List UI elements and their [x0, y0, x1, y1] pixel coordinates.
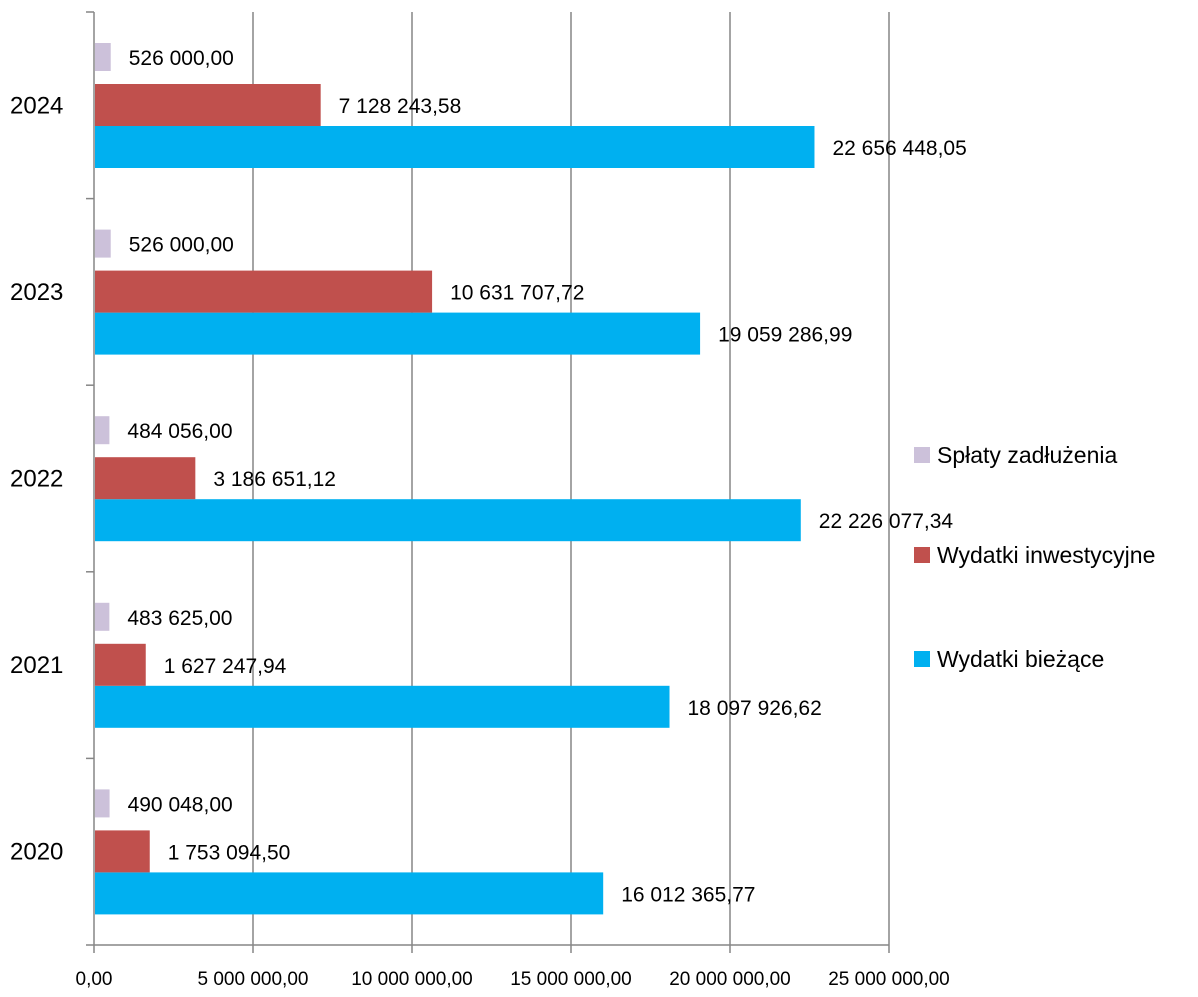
y-category-label: 2023 [10, 279, 63, 306]
data-labels: 16 012 365,77 1 753 094,50 490 048,00 18 09… [127, 47, 966, 906]
y-category-label: 2022 [10, 466, 63, 493]
x-tick-label: 15 000 000,00 [510, 969, 632, 990]
legend-entry: Spłaty zadłużenia [937, 442, 1117, 468]
y-category-label: 2024 [10, 92, 63, 119]
data-label: 7 128 243,58 [339, 95, 462, 118]
bar [95, 43, 111, 71]
legend: Spłaty zadłużenia Wydatki inwestycyjne Wyd… [914, 442, 1155, 672]
bar [95, 84, 321, 126]
legend-swatch [914, 547, 930, 563]
x-tick-label: 0,00 [76, 969, 113, 990]
bar [95, 126, 815, 168]
data-label: 22 656 448,05 [832, 137, 966, 160]
data-label: 1 627 247,94 [164, 655, 287, 678]
data-label: 526 000,00 [129, 47, 234, 70]
y-category-label: 2021 [10, 652, 63, 679]
legend-entry: Wydatki bieżące [937, 646, 1104, 672]
bar [95, 312, 701, 355]
bar [95, 602, 110, 631]
bars [95, 43, 815, 915]
bar [95, 416, 110, 445]
data-label: 490 048,00 [128, 793, 233, 816]
x-tick-label: 25 000 000,00 [828, 969, 950, 990]
legend-entry: Wydatki inwestycyjne [937, 542, 1155, 568]
x-tick-label: 10 000 000,00 [351, 969, 473, 990]
data-label: 1 753 094,50 [168, 841, 291, 864]
data-label: 16 012 365,77 [621, 883, 755, 906]
bar [95, 830, 150, 873]
data-label: 484 056,00 [127, 420, 232, 443]
axes: 0,00 5 000 000,00 10 000 000,00 15 000 000,… [10, 11, 950, 990]
x-tick-label: 20 000 000,00 [669, 969, 791, 990]
bar [95, 457, 196, 500]
data-label: 483 625,00 [127, 607, 232, 630]
data-label: 3 186 651,12 [213, 468, 336, 491]
y-category-label: 2020 [10, 839, 63, 866]
bar [95, 872, 604, 915]
data-label: 19 059 286,99 [718, 324, 852, 347]
data-label: 526 000,00 [129, 234, 234, 257]
bar [95, 499, 801, 542]
data-label: 22 226 077,34 [819, 510, 954, 533]
bar [95, 229, 111, 258]
bar [95, 270, 433, 313]
data-label: 10 631 707,72 [450, 282, 584, 305]
bar [95, 685, 670, 728]
legend-swatch [914, 651, 930, 667]
x-tick-label: 5 000 000,00 [198, 969, 309, 990]
bar [95, 789, 110, 818]
bar [95, 643, 146, 686]
data-label: 18 097 926,62 [688, 697, 822, 720]
legend-swatch [914, 447, 930, 463]
